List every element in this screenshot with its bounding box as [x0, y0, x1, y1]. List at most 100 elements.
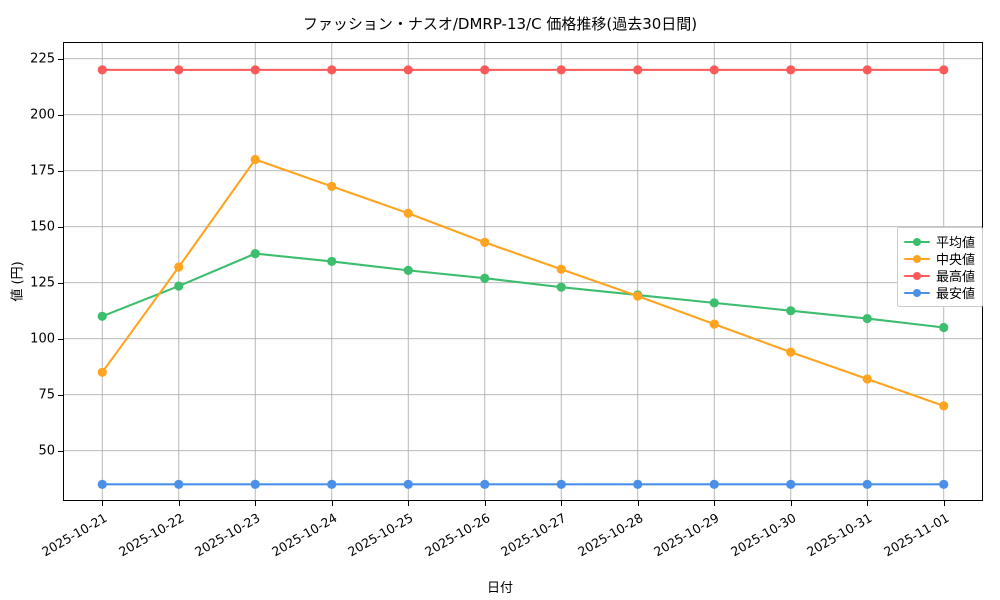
data-point	[862, 479, 872, 489]
legend-item[interactable]: 平均値	[904, 233, 976, 251]
data-point	[633, 65, 643, 75]
data-point	[97, 311, 107, 321]
data-point	[250, 479, 260, 489]
legend-swatch	[904, 269, 930, 283]
legend-label: 最高値	[936, 270, 976, 285]
x-tick-mark	[331, 501, 333, 506]
data-point	[939, 401, 949, 411]
legend-swatch	[904, 235, 930, 249]
plot-area	[63, 42, 983, 501]
x-tick-mark	[714, 501, 716, 506]
data-point	[633, 291, 643, 301]
data-point	[327, 479, 337, 489]
data-point	[862, 374, 872, 384]
x-tick-mark	[943, 501, 945, 506]
legend-item[interactable]: 最安値	[904, 284, 976, 302]
data-point	[480, 479, 490, 489]
x-tick-label: 2025-10-27	[498, 510, 569, 560]
data-point	[174, 281, 184, 291]
legend-label: 中央値	[936, 253, 976, 268]
data-point	[786, 347, 796, 357]
data-point	[709, 479, 719, 489]
legend-swatch	[904, 252, 930, 266]
y-tick-label: 50	[38, 443, 55, 459]
x-tick-label: 2025-10-22	[115, 510, 187, 560]
x-tick-label: 2025-10-23	[192, 510, 263, 560]
data-point	[174, 65, 184, 75]
data-point	[786, 65, 796, 75]
y-tick-mark	[58, 338, 63, 340]
x-tick-mark	[102, 501, 104, 506]
data-point	[174, 479, 184, 489]
data-point	[633, 479, 643, 489]
data-point	[250, 65, 260, 75]
data-point	[403, 479, 413, 489]
x-tick-mark	[561, 501, 563, 506]
chart-title: ファッション・ナスオ/DMRP-13/C 価格推移(過去30日間)	[302, 15, 698, 33]
legend-label: 最安値	[936, 287, 976, 302]
data-series	[97, 65, 949, 75]
data-point	[403, 265, 413, 275]
y-tick-mark	[58, 226, 63, 228]
x-tick-label: 2025-10-24	[268, 510, 340, 560]
data-point	[327, 256, 337, 267]
data-point	[97, 479, 107, 489]
x-axis-title: 日付	[486, 581, 513, 596]
legend-label: 平均値	[936, 236, 976, 251]
x-tick-mark	[484, 501, 486, 506]
y-tick-label: 225	[30, 51, 55, 67]
y-tick-mark	[58, 282, 63, 284]
x-tick-label: 2025-10-28	[574, 510, 646, 560]
data-series	[97, 479, 949, 489]
data-point	[939, 65, 949, 75]
data-point	[709, 298, 719, 308]
data-point	[327, 181, 337, 191]
data-point	[403, 208, 413, 218]
data-series	[97, 154, 949, 411]
data-point	[403, 65, 413, 75]
data-point	[786, 479, 796, 489]
x-tick-label: 2025-10-26	[421, 510, 493, 560]
x-tick-mark	[178, 501, 180, 506]
data-point	[250, 154, 260, 165]
data-point	[250, 248, 260, 259]
data-point	[939, 322, 949, 333]
series-line	[101, 252, 945, 329]
y-tick-mark	[58, 170, 63, 172]
x-tick-mark	[255, 501, 257, 506]
data-point	[556, 479, 566, 489]
series-line	[101, 158, 945, 407]
y-tick-label: 125	[30, 275, 55, 291]
legend-item[interactable]: 最高値	[904, 267, 976, 285]
data-point	[709, 65, 719, 75]
data-point	[556, 282, 566, 292]
y-tick-label: 150	[30, 219, 55, 235]
data-point	[862, 313, 872, 324]
data-point	[97, 65, 107, 75]
data-series	[97, 248, 949, 333]
y-tick-label: 100	[30, 331, 55, 347]
y-tick-mark	[58, 58, 63, 60]
plot-svg	[64, 43, 982, 500]
data-point	[327, 65, 337, 75]
data-point	[786, 306, 796, 316]
y-tick-label: 175	[30, 163, 55, 179]
x-tick-mark	[867, 501, 869, 506]
x-tick-label: 2025-10-30	[727, 510, 799, 560]
data-point	[556, 65, 566, 75]
legend-item[interactable]: 中央値	[904, 250, 976, 268]
y-tick-mark	[58, 450, 63, 452]
y-tick-mark	[58, 114, 63, 116]
y-tick-label: 75	[38, 387, 55, 403]
data-point	[862, 65, 872, 75]
x-tick-label: 2025-10-25	[345, 510, 416, 560]
x-tick-mark	[408, 501, 410, 506]
x-tick-label: 2025-11-01	[880, 510, 952, 560]
x-tick-label: 2025-10-29	[651, 510, 722, 560]
x-tick-label: 2025-10-21	[39, 510, 110, 560]
data-point	[709, 319, 719, 329]
legend-swatch	[904, 286, 930, 300]
x-tick-mark	[790, 501, 792, 506]
data-point	[556, 264, 566, 274]
chart-legend: 平均値中央値最高値最安値	[897, 227, 984, 307]
